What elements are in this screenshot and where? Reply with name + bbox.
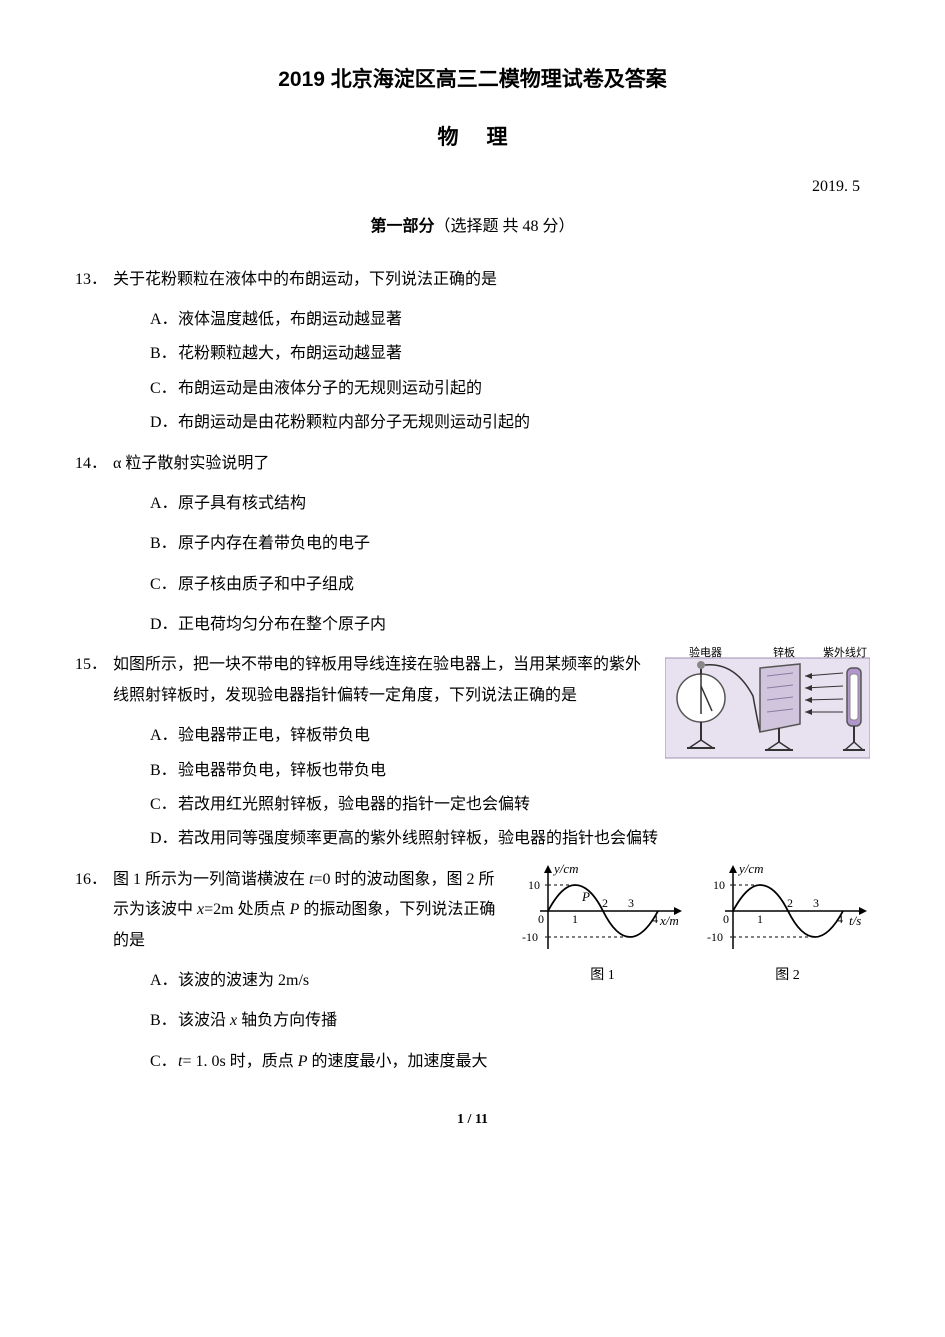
q14-option-c: C．原子核由质子和中子组成 [150, 570, 870, 600]
q14-option-d: D．正电荷均匀分布在整个原子内 [150, 610, 870, 640]
section-note: （选择题 共 48 分） [435, 218, 575, 235]
q13-option-d: D．布朗运动是由花粉颗粒内部分子无规则运动引起的 [150, 408, 870, 438]
svg-text:3: 3 [813, 896, 819, 910]
title-sub: 物理 [75, 118, 870, 158]
svg-text:0: 0 [723, 912, 729, 926]
q13-stem: 关于花粉颗粒在液体中的布朗运动，下列说法正确的是 [113, 265, 870, 295]
q14-number: 14． [75, 449, 113, 479]
svg-text:10: 10 [713, 878, 725, 892]
q14-option-a: A．原子具有核式结构 [150, 489, 870, 519]
fig-label-electroscope: 验电器 [689, 646, 722, 659]
svg-text:2: 2 [602, 896, 608, 910]
section-header: 第一部分（选择题 共 48 分） [75, 212, 870, 242]
svg-text:-10: -10 [707, 930, 723, 944]
title-main: 2019 北京海淀区高三二模物理试卷及答案 [75, 60, 870, 100]
q16-chart-2: y/cm t/s 10 -10 0 1 2 3 4 图 2 [705, 861, 870, 990]
svg-text:2: 2 [787, 896, 793, 910]
q14-option-b: B．原子内存在着带负电的电子 [150, 529, 870, 559]
page-footer: 1 / 11 [75, 1107, 870, 1134]
q13-option-a: A．液体温度越低，布朗运动越显著 [150, 305, 870, 335]
svg-text:x/m: x/m [659, 913, 679, 928]
svg-text:y/cm: y/cm [737, 861, 764, 876]
q16-chart2-caption: 图 2 [775, 963, 800, 990]
q16-number: 16． [75, 865, 113, 895]
svg-text:y/cm: y/cm [552, 861, 579, 876]
svg-text:10: 10 [528, 878, 540, 892]
q16-option-c: C．t= 1. 0s 时，质点 P 的速度最小，加速度最大 [150, 1047, 870, 1077]
question-14: 14． α 粒子散射实验说明了 A．原子具有核式结构 B．原子内存在着带负电的电… [75, 449, 870, 641]
svg-text:0: 0 [538, 912, 544, 926]
section-label: 第一部分 [370, 218, 434, 235]
q13-option-b: B．花粉颗粒越大，布朗运动越显著 [150, 339, 870, 369]
q15-option-c: C．若改用红光照射锌板，验电器的指针一定也会偏转 [150, 790, 870, 820]
svg-text:-10: -10 [522, 930, 538, 944]
svg-text:P: P [581, 889, 590, 904]
q15-number: 15． [75, 650, 113, 680]
svg-text:1: 1 [757, 912, 763, 926]
q16-figure: y/cm x/m 10 -10 0 1 2 3 4 P [520, 861, 870, 990]
q15-figure: 验电器 锌板 紫外线灯 [665, 646, 870, 772]
question-16: 16． 图 1 所示为一列简谐横波在 t=0 时的波动图象，图 2 所示为该波中… [75, 865, 870, 1077]
svg-text:3: 3 [628, 896, 634, 910]
fig-label-uv: 紫外线灯 [823, 646, 867, 659]
question-13: 13． 关于花粉颗粒在液体中的布朗运动，下列说法正确的是 A．液体温度越低，布朗… [75, 265, 870, 439]
q13-number: 13． [75, 265, 113, 295]
q16-chart-1: y/cm x/m 10 -10 0 1 2 3 4 P [520, 861, 685, 990]
svg-text:t/s: t/s [849, 913, 861, 928]
fig-label-zinc: 锌板 [773, 646, 795, 659]
question-15: 15． 如图所示，把一块不带电的锌板用导线连接在验电器上，当用某频率的紫外线照射… [75, 650, 870, 854]
q13-option-c: C．布朗运动是由液体分子的无规则运动引起的 [150, 374, 870, 404]
q15-option-d: D．若改用同等强度频率更高的紫外线照射锌板，验电器的指针也会偏转 [150, 824, 870, 854]
q16-chart1-caption: 图 1 [590, 963, 615, 990]
svg-text:1: 1 [572, 912, 578, 926]
q16-option-b: B．该波沿 x 轴负方向传播 [150, 1006, 870, 1036]
q14-stem: α 粒子散射实验说明了 [113, 449, 870, 479]
exam-date: 2019. 5 [75, 172, 870, 202]
